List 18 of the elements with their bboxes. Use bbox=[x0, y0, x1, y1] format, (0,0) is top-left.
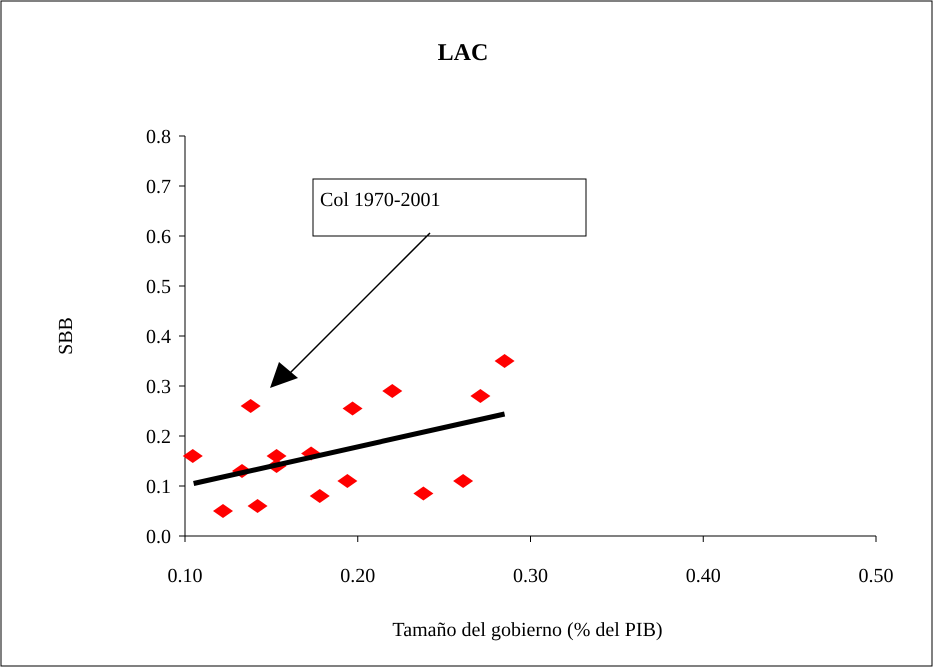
y-tick-label: 0.5 bbox=[146, 276, 171, 298]
x-tick-label: 0.50 bbox=[858, 565, 894, 587]
y-tick-label: 0.3 bbox=[146, 376, 171, 398]
y-tick-label: 0.4 bbox=[146, 326, 171, 348]
y-tick-label: 0.6 bbox=[146, 226, 171, 248]
x-tick-label: 0.20 bbox=[340, 565, 376, 587]
x-axis-title: Tamaño del gobierno (% del PIB) bbox=[392, 619, 663, 641]
x-tick-label: 0.40 bbox=[686, 565, 721, 587]
y-tick-label: 0.8 bbox=[146, 126, 171, 148]
x-tick-label: 0.10 bbox=[168, 565, 202, 587]
annotation: Col 1970-2001 bbox=[320, 189, 441, 211]
y-tick-label: 0.1 bbox=[146, 476, 171, 498]
y-axis-title: SBB bbox=[55, 317, 77, 355]
chart-title: LAC bbox=[438, 40, 488, 66]
y-tick-label: 0.7 bbox=[146, 176, 171, 198]
y-tick-label: 0.2 bbox=[146, 426, 171, 448]
x-tick-label: 0.30 bbox=[513, 565, 548, 587]
y-tick-label: 0.0 bbox=[146, 526, 171, 548]
